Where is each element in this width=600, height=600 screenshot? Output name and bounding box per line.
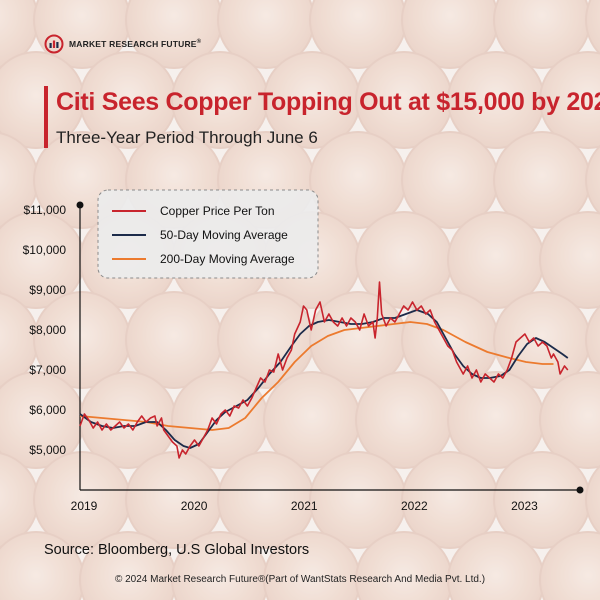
legend-label: Copper Price Per Ton [160, 204, 275, 218]
price-line [79, 281, 569, 459]
copper-price-chart: $5,000 $6,000 $7,000 $8,000 $9,000 $10,000 $11… [23, 189, 584, 513]
y-tick-label: $8,000 [29, 323, 66, 337]
brand-logo-icon [44, 34, 64, 54]
chart-subtitle: Three-Year Period Through June 6 [56, 128, 318, 147]
y-tick-label: $5,000 [29, 443, 66, 457]
legend-label: 50-Day Moving Average [160, 228, 288, 242]
x-tick-label: 2020 [181, 499, 208, 513]
ma200-line [79, 321, 554, 431]
chart-title: Citi Sees Copper Topping Out at $15,000 … [56, 88, 600, 116]
y-tick-label: $9,000 [29, 283, 66, 297]
y-tick-label: $7,000 [29, 363, 66, 377]
y-tick-label: $6,000 [29, 403, 66, 417]
x-tick-label: 2019 [71, 499, 98, 513]
title-accent-bar [44, 86, 48, 148]
legend-box [97, 189, 319, 279]
y-tick-label: $11,000 [24, 203, 67, 217]
source-note: Source: Bloomberg, U.S Global Investors [44, 542, 310, 558]
brand-name: MARKET RESEARCH FUTURE® [69, 39, 202, 49]
x-tick-label: 2021 [291, 499, 318, 513]
x-axis-end-dot [576, 486, 584, 494]
x-tick-label: 2023 [511, 499, 538, 513]
legend-label: 200-Day Moving Average [160, 252, 295, 266]
y-tick-label: $10,000 [23, 243, 67, 257]
brand-logo: MARKET RESEARCH FUTURE® [44, 34, 201, 54]
y-axis-end-dot [76, 201, 84, 209]
ma50-line [79, 309, 569, 449]
copyright-note: © 2024 Market Research Future®(Part of W… [114, 574, 486, 585]
x-tick-label: 2022 [401, 499, 428, 513]
